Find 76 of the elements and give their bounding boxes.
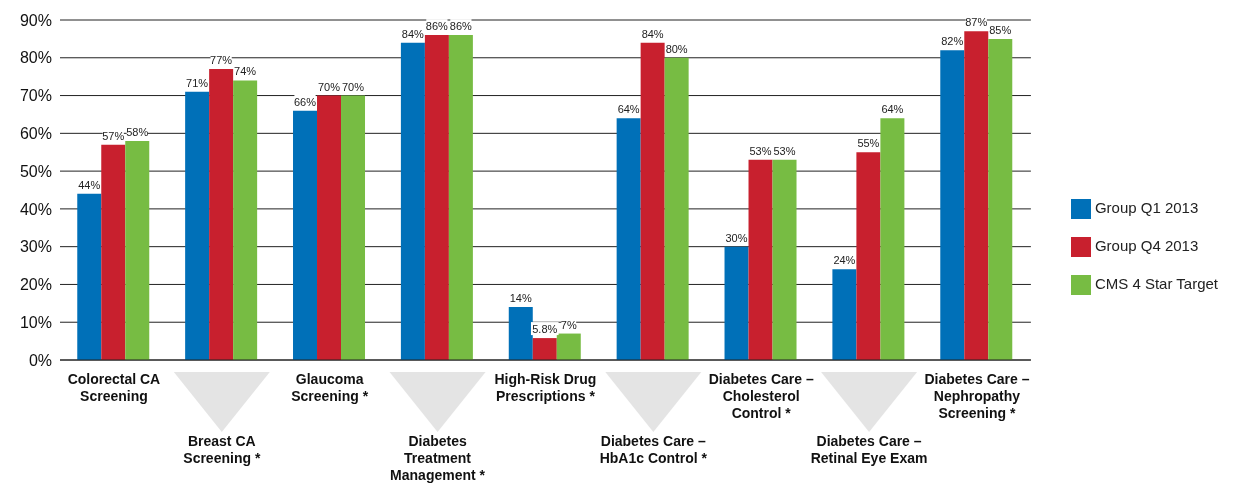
y-tick-label: 60% (19, 125, 52, 143)
data-label: 74% (234, 65, 257, 78)
bar (185, 91, 210, 360)
data-label: 80% (665, 42, 688, 55)
x-tick-label: Colorectal CA Screening (67, 371, 161, 404)
bar (125, 140, 150, 360)
bar (616, 118, 641, 360)
x-tick-label: Glaucoma Screening * (291, 371, 369, 404)
x-tick-label: Diabetes Care – HbA1c Control * (599, 433, 708, 466)
y-tick-label: 10% (19, 313, 52, 331)
data-label: 64% (881, 103, 904, 116)
bar (940, 50, 965, 360)
y-tick-label: 70% (19, 87, 52, 105)
y-tick-label: 30% (19, 238, 52, 256)
data-label: 53% (773, 144, 796, 157)
bar (772, 159, 797, 360)
data-label: 7% (560, 318, 577, 331)
x-tick-label: Diabetes Care – Retinal Eye Exam (810, 433, 928, 466)
bar (724, 246, 749, 360)
x-tick-label: Diabetes Treatment Management * (390, 433, 486, 483)
bar (532, 338, 557, 360)
bar (400, 42, 425, 360)
y-tick-label: 80% (19, 49, 52, 67)
bar (508, 307, 533, 360)
legend-label: CMS 4 Star Target (1094, 275, 1218, 292)
bar (880, 118, 905, 360)
y-tick-label: 50% (19, 162, 52, 180)
bar (664, 57, 689, 360)
bar (341, 95, 366, 360)
data-label: 24% (833, 254, 856, 267)
bar (856, 152, 881, 360)
bar (832, 269, 857, 360)
data-label: 70% (342, 80, 365, 93)
bar (748, 159, 773, 360)
data-label: 70% (318, 80, 341, 93)
data-label: 84% (641, 27, 664, 40)
bar (556, 333, 581, 360)
data-label: 84% (401, 27, 425, 40)
bar (640, 42, 665, 360)
bar (424, 35, 449, 360)
bar (101, 144, 126, 360)
data-label: 71% (186, 76, 209, 89)
data-label: 85% (989, 23, 1012, 36)
bar (77, 193, 102, 360)
data-label: 86% (449, 20, 473, 33)
data-label: 64% (617, 103, 640, 116)
data-label: 86% (425, 20, 449, 33)
bar (209, 69, 234, 360)
legend-label: Group Q1 2013 (1094, 199, 1199, 216)
y-tick-label: 90% (19, 11, 52, 29)
data-label: 5.8% (532, 323, 558, 336)
data-label: 44% (78, 178, 101, 191)
y-tick-label: 40% (19, 200, 52, 218)
bar (964, 31, 989, 360)
data-label: 57% (102, 129, 125, 142)
data-label: 58% (126, 125, 149, 138)
bar (233, 80, 258, 360)
legend-label: Group Q4 2013 (1094, 237, 1199, 254)
bar (988, 38, 1013, 360)
bar (317, 95, 342, 360)
data-label: 14% (509, 292, 532, 305)
data-label: 30% (725, 231, 748, 244)
y-tick-label: 20% (19, 276, 52, 294)
x-tick-label: High-Risk Drug Prescriptions * (494, 371, 597, 404)
bar (448, 35, 473, 360)
data-label: 53% (749, 144, 772, 157)
x-tick-label: Diabetes Care – Cholesterol Control * (708, 371, 814, 421)
data-label: 77% (210, 54, 233, 67)
bar (293, 110, 318, 360)
data-label: 82% (941, 35, 964, 48)
data-label: 55% (857, 137, 880, 150)
x-tick-label: Breast CA Screening * (183, 433, 261, 466)
data-label: 87% (965, 16, 988, 29)
y-tick-label: 0% (28, 351, 52, 369)
data-label: 66% (294, 95, 317, 108)
x-tick-label: Diabetes Care – Nephropathy Screening * (924, 371, 1030, 421)
